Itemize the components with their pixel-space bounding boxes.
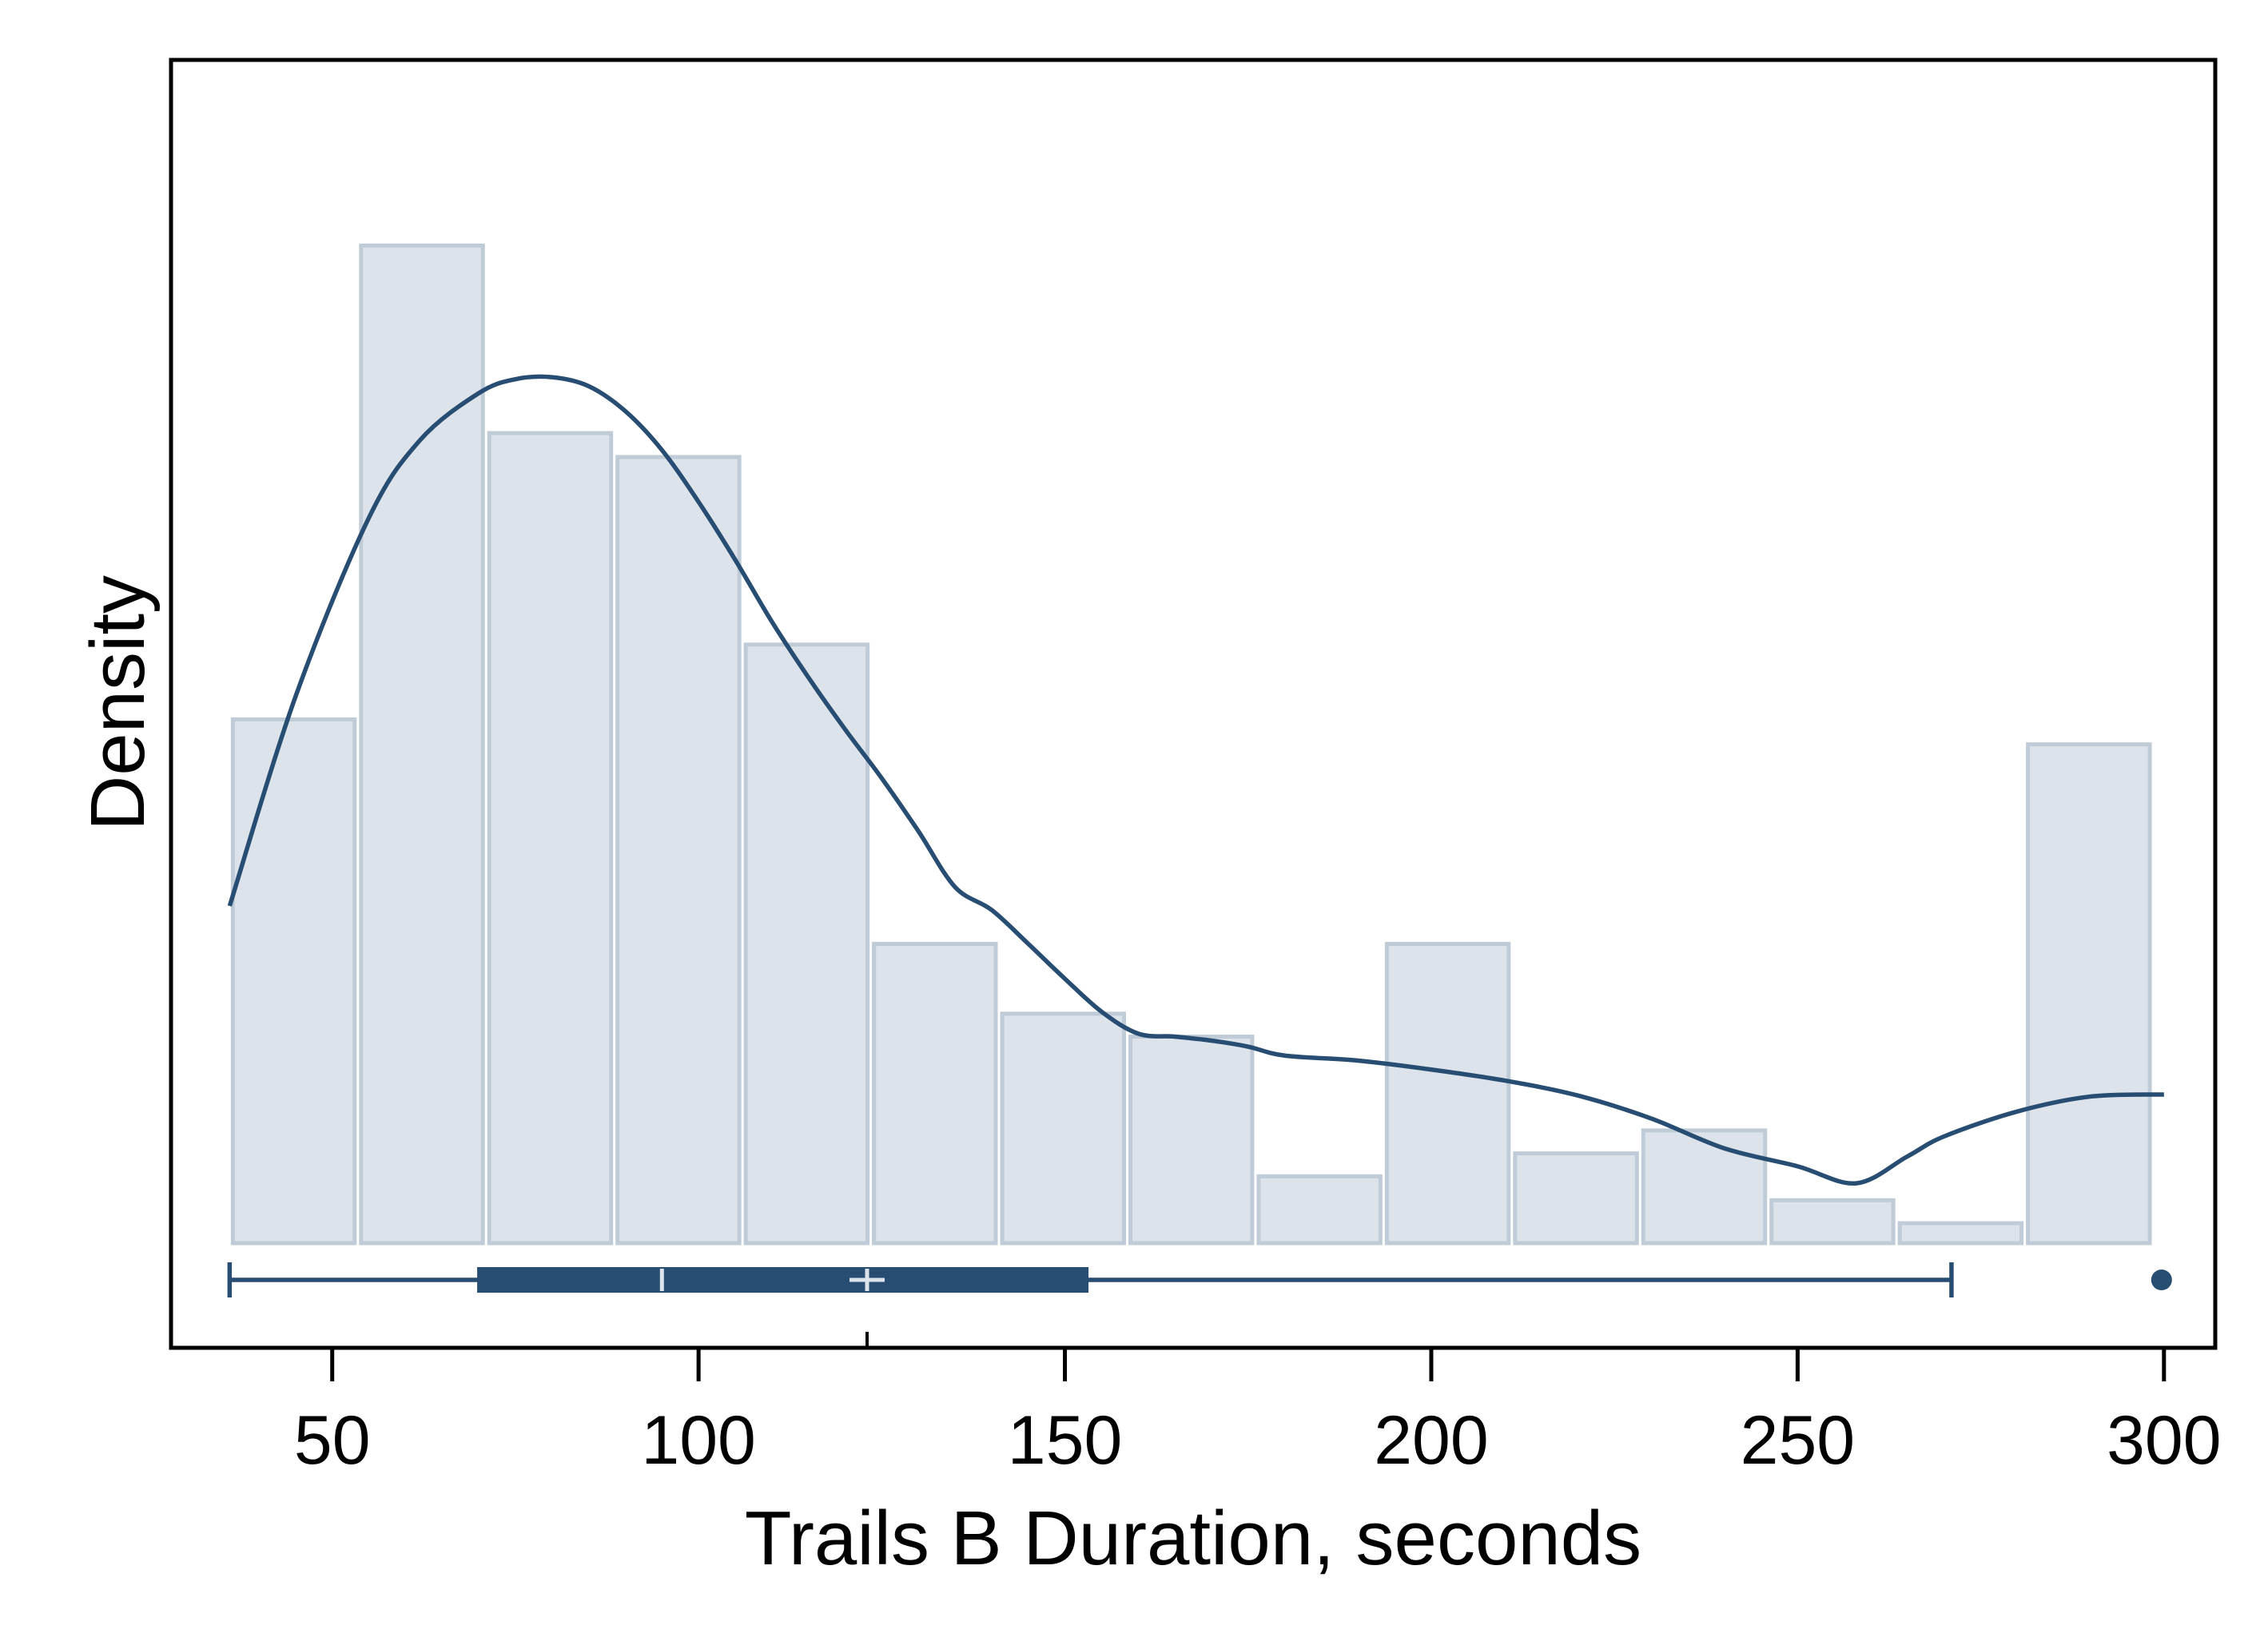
x-tick-label-300: 300 — [2107, 1402, 2222, 1479]
histogram-bar-8 — [1128, 1035, 1255, 1246]
y-axis-title: Density — [75, 575, 161, 831]
histogram-bars — [230, 243, 2152, 1246]
x-axis-ticks: 50 100 150 200 250 300 — [294, 1332, 2222, 1479]
histogram-bar-11 — [1513, 1151, 1639, 1246]
histogram-bar-15 — [2026, 742, 2152, 1246]
histogram-bar-10 — [1384, 941, 1511, 1246]
x-tick-label-150: 150 — [1008, 1402, 1123, 1479]
histogram-bar-2 — [359, 243, 485, 1246]
histogram-bar-5 — [743, 642, 870, 1246]
boxplot — [227, 1262, 2172, 1297]
histogram-bar-3 — [487, 431, 614, 1246]
histogram-bar-12 — [1641, 1128, 1768, 1246]
x-tick-label-200: 200 — [1374, 1402, 1489, 1479]
boxplot-outlier-1 — [2151, 1270, 2172, 1290]
histogram-bar-14 — [1897, 1221, 2024, 1246]
boxplot-box — [477, 1267, 1089, 1293]
x-tick-label-50: 50 — [294, 1402, 371, 1479]
x-tick-label-250: 250 — [1741, 1402, 1856, 1479]
histogram-bar-7 — [1000, 1011, 1126, 1246]
x-axis-title: Trails B Duration, seconds — [745, 1496, 1641, 1581]
histogram-bar-13 — [1769, 1198, 1896, 1246]
kde-density-line — [227, 374, 2164, 1186]
x-tick-label-100: 100 — [641, 1402, 756, 1479]
histogram-bar-6 — [872, 941, 998, 1246]
histogram-bar-9 — [1256, 1174, 1383, 1246]
histogram-bar-1 — [230, 717, 357, 1246]
histogram-bar-4 — [615, 455, 742, 1246]
